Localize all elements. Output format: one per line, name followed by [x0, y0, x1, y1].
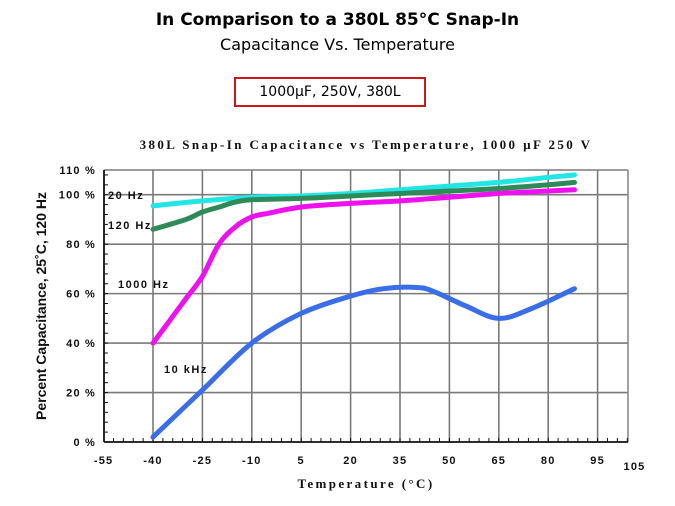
y-tick-label: 20 %	[66, 388, 96, 400]
x-tick-label: 35	[393, 455, 408, 467]
y-tick-label: 60 %	[66, 289, 96, 301]
series-label-120hz: 120 Hz	[108, 220, 152, 232]
y-axis-label: Percent Capacitance, 25˚C, 120 Hz	[33, 192, 49, 420]
series-line-20hz	[150, 172, 577, 209]
y-tick-label: 80 %	[66, 239, 96, 251]
spec-box: 1000µF, 250V, 380L	[234, 77, 426, 107]
series-line-10khz	[150, 284, 577, 440]
series-line-1000hz	[150, 187, 577, 346]
x-tick-label: 5	[298, 455, 305, 467]
x-tick-label: 50	[442, 455, 457, 467]
y-tick-labels: 0 % 20 % 40 % 60 % 80 % 100 % 110 %	[59, 165, 96, 449]
x-axis-label: Temperature (°C)	[297, 476, 434, 491]
x-tick-label: -40	[143, 455, 163, 467]
x-tick-labels: -55 -40 -25 -10 5 20 35 50 65 80 95 105	[94, 455, 646, 473]
x-tick-label: -25	[193, 455, 213, 467]
x-tick-label: 65	[491, 455, 506, 467]
x-tick-label: 80	[541, 455, 556, 467]
series-label-20hz: 20 Hz	[108, 190, 144, 202]
series-label-1000hz: 1000 Hz	[118, 279, 169, 291]
x-tick-label: 95	[590, 455, 605, 467]
series-lines	[150, 172, 577, 440]
chart-title: 380L Snap-In Capacitance vs Temperature,…	[140, 137, 593, 152]
x-tick-label: 20	[343, 455, 358, 467]
series-label-10khz: 10 kHz	[164, 364, 208, 376]
slide-title: In Comparison to a 380L 85°C Snap-In	[155, 10, 520, 30]
y-tick-label: 40 %	[66, 338, 96, 350]
minor-ticks	[104, 174, 628, 442]
grid	[103, 169, 629, 443]
y-tick-label: 0 %	[73, 437, 96, 449]
x-tick-label: -10	[242, 455, 262, 467]
y-tick-label: 110 %	[59, 165, 96, 177]
slide-subtitle: Capacitance Vs. Temperature	[220, 35, 455, 54]
x-tick-label: -55	[94, 455, 114, 467]
y-tick-label: 100 %	[59, 190, 96, 202]
x-tick-label: 105	[624, 461, 646, 473]
series-line-120hz	[150, 179, 577, 232]
